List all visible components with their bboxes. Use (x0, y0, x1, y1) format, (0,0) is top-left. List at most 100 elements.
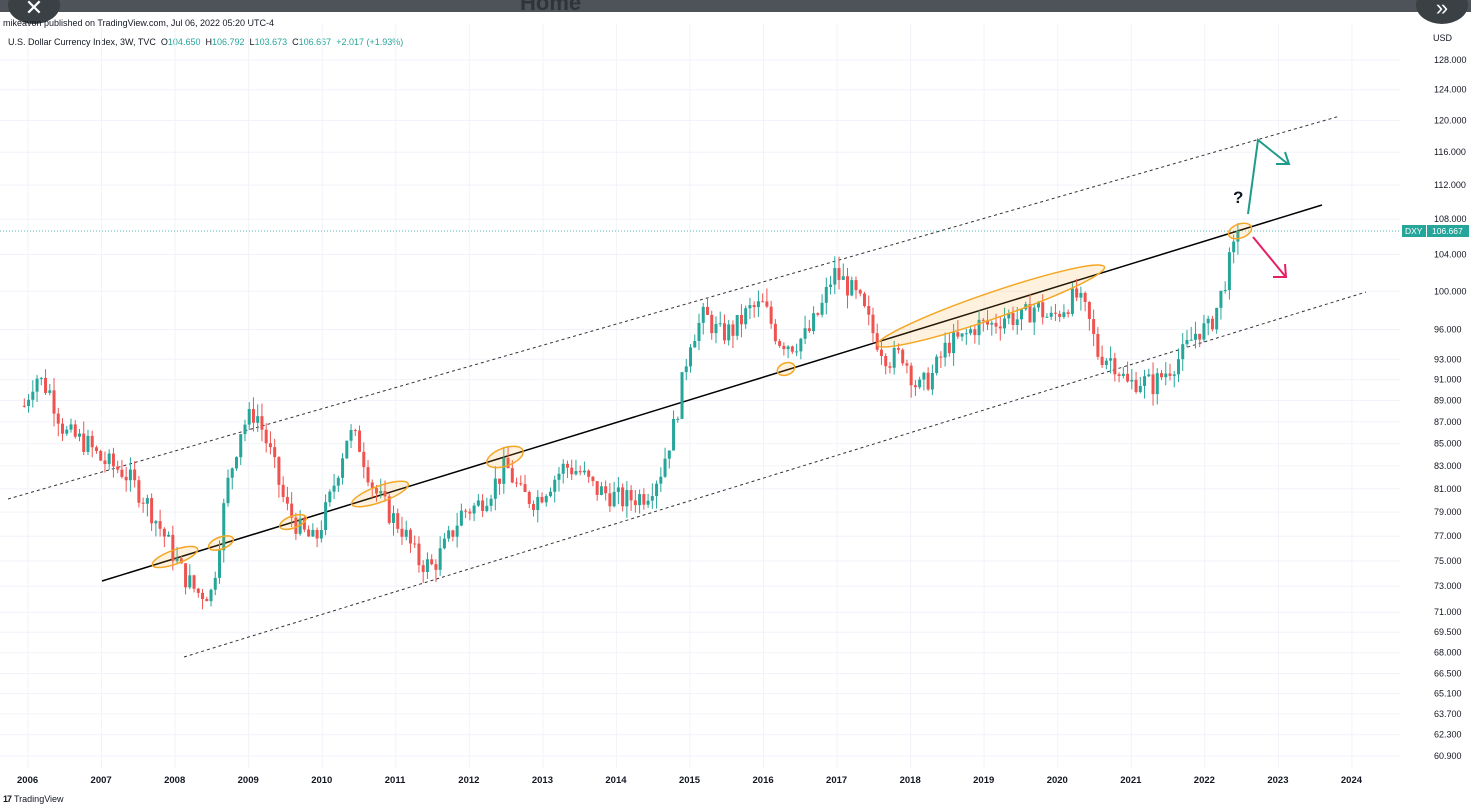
candle-body (324, 502, 328, 531)
candle (693, 334, 697, 348)
candle (213, 571, 217, 596)
candle (1058, 310, 1062, 322)
candle-body (1143, 376, 1147, 386)
y-tick-label: 81.000 (1434, 484, 1462, 494)
candle-body (879, 349, 883, 356)
candle-body (65, 429, 69, 434)
candle-body (1121, 373, 1125, 376)
candle-body (434, 564, 438, 570)
change-value: +2.017 (+1.93%) (336, 37, 404, 47)
marker-ellipse (278, 513, 308, 531)
candle (459, 503, 463, 527)
candle-body (31, 391, 35, 400)
candle-body (1206, 318, 1210, 324)
candle (302, 516, 306, 533)
candle-body (1202, 323, 1206, 340)
candle-body (765, 301, 769, 307)
candle (150, 493, 154, 532)
candle (1104, 358, 1108, 370)
candle (447, 525, 451, 542)
candle (506, 445, 510, 469)
channel-mid-line (101, 204, 1323, 582)
y-tick-label: 91.000 (1434, 375, 1462, 385)
candle-body (901, 349, 905, 364)
candle (290, 492, 294, 528)
candle (1223, 281, 1227, 294)
candle-body (616, 487, 620, 492)
x-tick-label: 2020 (1047, 775, 1068, 786)
candle (807, 319, 811, 333)
candle (1121, 367, 1125, 379)
candle-body (986, 320, 990, 325)
candle (960, 333, 964, 342)
candle (116, 460, 120, 474)
candle (557, 466, 561, 492)
candle (1011, 306, 1015, 331)
candle (642, 488, 646, 510)
candle-body (1189, 339, 1193, 341)
candle-body (124, 476, 128, 481)
candle (922, 371, 926, 391)
candle (1113, 352, 1117, 382)
y-axis: 128.000 124.000 120.000 116.000 112.000 108.0… (1434, 55, 1467, 761)
candle-body (61, 423, 65, 434)
candle (1143, 369, 1147, 399)
candle-body (239, 434, 243, 458)
y-tick-label: 128.000 (1434, 55, 1467, 65)
candle-body (761, 301, 765, 303)
candle (192, 574, 196, 593)
candle-body (1185, 339, 1189, 345)
candle (332, 473, 336, 500)
candle (256, 404, 260, 432)
candle-body (667, 450, 671, 459)
candle (519, 475, 523, 486)
candle-body (1066, 312, 1070, 314)
candle (328, 489, 332, 507)
candle-body (659, 476, 663, 484)
candle (998, 316, 1002, 341)
candle-body (73, 424, 77, 437)
candle-body (167, 534, 171, 537)
candle (82, 421, 86, 456)
candle (39, 376, 43, 386)
candle (527, 490, 531, 509)
chart-legend: U.S. Dollar Currency Index, 3W, TVC O104… (8, 37, 403, 47)
chevrons-right-icon: » (1435, 0, 1449, 20)
candle-body (994, 322, 998, 327)
candle (1164, 362, 1168, 386)
candle (799, 337, 803, 360)
candle-body (22, 405, 26, 407)
candle (145, 494, 149, 517)
candle (120, 459, 124, 479)
candle-body (336, 477, 340, 486)
candle (1147, 368, 1151, 378)
candle (595, 481, 599, 501)
candle (1151, 362, 1155, 406)
candle-body (1109, 358, 1113, 361)
candle-body (128, 469, 132, 481)
price-tag-symbol-bg (1402, 225, 1426, 237)
candle (875, 323, 879, 352)
x-tick-label: 2016 (753, 775, 774, 786)
candle (273, 438, 277, 469)
candle-body (1058, 313, 1062, 317)
x-tick-label: 2018 (900, 775, 921, 786)
candle-body (591, 476, 595, 482)
candle (400, 516, 404, 545)
candle-body (158, 521, 162, 529)
candle (137, 475, 141, 508)
candle (1053, 303, 1057, 322)
candle (756, 290, 760, 317)
candle-body (341, 458, 345, 478)
candle (858, 288, 862, 297)
candle-body (413, 543, 417, 545)
trend-channel (7, 115, 1367, 658)
candle (362, 442, 366, 479)
candle (816, 312, 820, 317)
candle (935, 354, 939, 376)
candle-body (116, 466, 120, 470)
candle (375, 485, 379, 502)
candle (1155, 368, 1159, 405)
candle-body (205, 598, 209, 602)
